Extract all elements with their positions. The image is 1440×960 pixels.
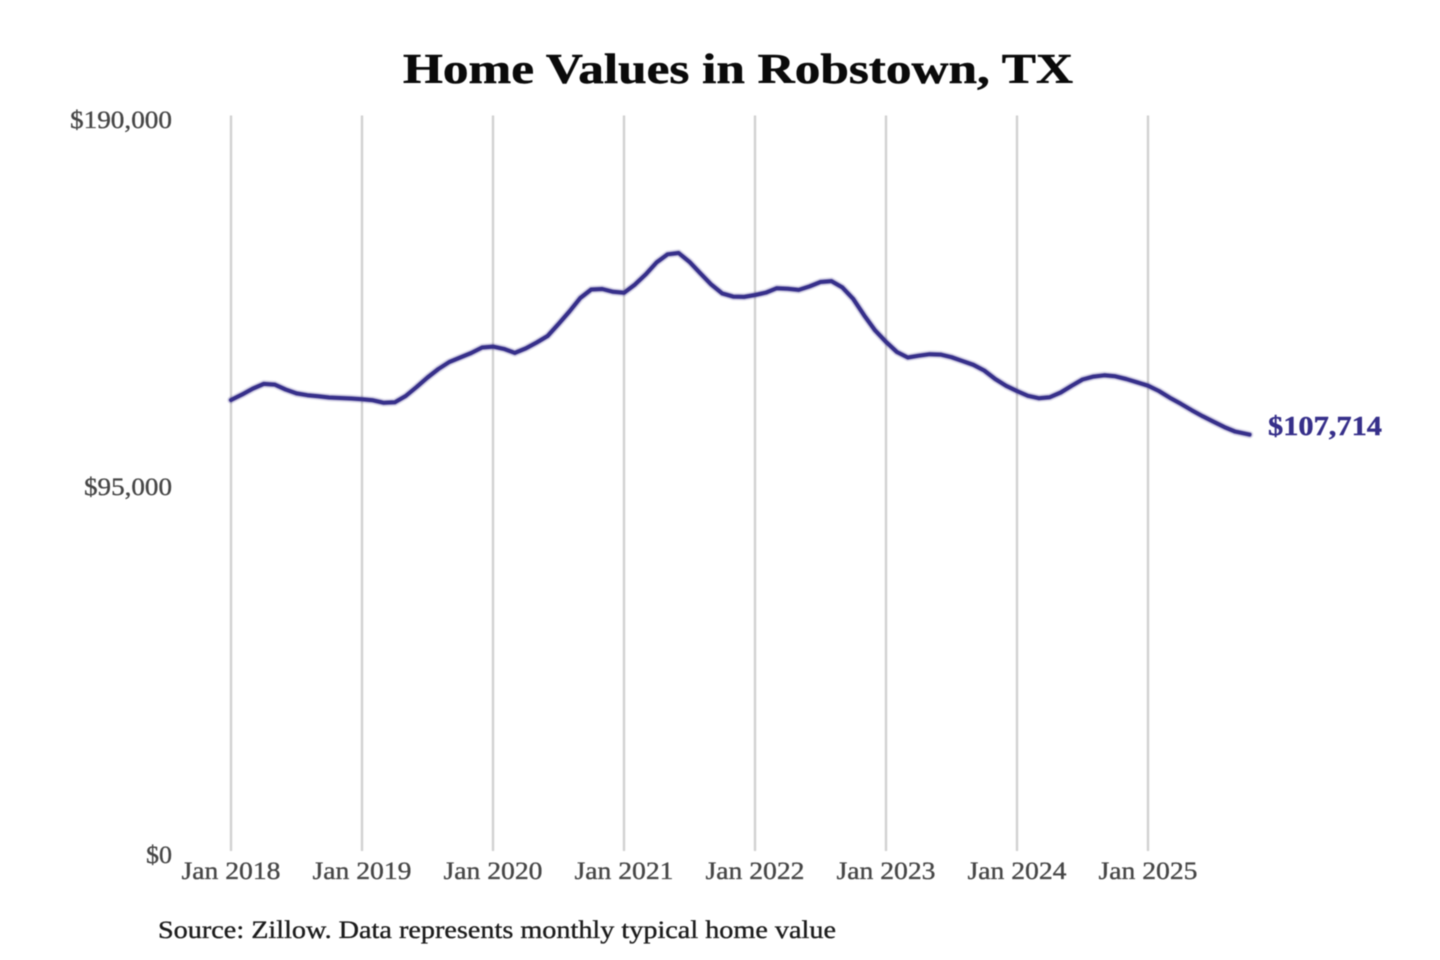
svg-text:Jan 2020: Jan 2020 — [444, 858, 543, 885]
svg-text:Jan 2018: Jan 2018 — [182, 858, 281, 885]
svg-text:Jan 2022: Jan 2022 — [706, 858, 805, 885]
svg-text:Jan 2019: Jan 2019 — [313, 858, 412, 885]
svg-text:Jan 2025: Jan 2025 — [1099, 858, 1198, 885]
svg-text:Home Values in Robstown, TX: Home Values in Robstown, TX — [403, 47, 1073, 93]
svg-text:Jan 2023: Jan 2023 — [837, 858, 936, 885]
svg-text:$190,000: $190,000 — [70, 107, 172, 134]
svg-text:Jan 2024: Jan 2024 — [968, 858, 1068, 885]
svg-text:$0: $0 — [146, 842, 172, 869]
svg-text:$107,714: $107,714 — [1268, 411, 1382, 441]
svg-text:Source: Zillow. Data represent: Source: Zillow. Data represents monthly … — [158, 917, 836, 944]
svg-text:$95,000: $95,000 — [84, 474, 172, 501]
svg-text:Jan 2021: Jan 2021 — [575, 858, 674, 885]
